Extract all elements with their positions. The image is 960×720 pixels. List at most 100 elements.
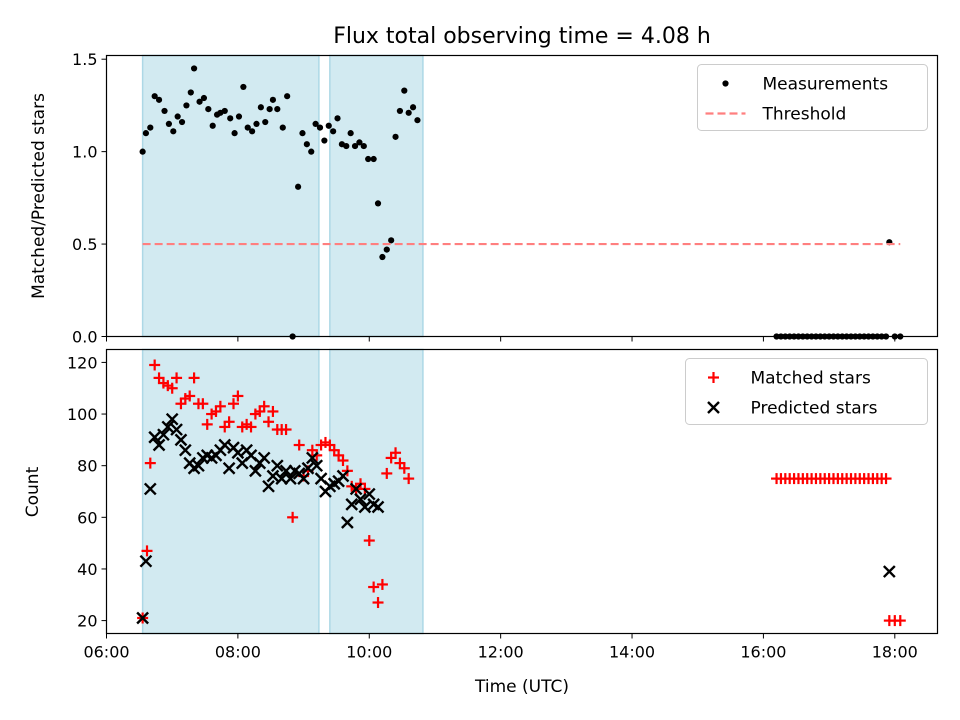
count-matched-stars-point: [188, 372, 200, 384]
ratio-measurements-point: [240, 83, 247, 91]
ratio-measurements-point: [274, 106, 281, 113]
ratio-y-tick-label: 0.0: [72, 328, 97, 347]
count-matched-stars-point: [201, 418, 213, 430]
ratio-measurements-point: [405, 109, 412, 116]
count-matched-stars-point: [403, 473, 415, 485]
ratio-y-tick-label: 0.5: [72, 235, 97, 254]
ratio-measurements-point: [303, 141, 310, 148]
ratio-measurements-point: [316, 124, 324, 131]
ratio-y-tick-label: 1.5: [72, 50, 97, 69]
count-predicted-stars-point: [139, 554, 153, 568]
count-matched-stars-point: [372, 597, 384, 609]
count-matched-stars-point: [894, 615, 906, 627]
count-matched-stars-point: [144, 457, 156, 469]
count-predicted-stars-point: [161, 420, 175, 434]
count-predicted-stars-point: [349, 482, 363, 496]
count-matched-stars-point: [368, 581, 380, 593]
ratio-measurements-point: [249, 128, 256, 135]
ratio-measurements-point: [334, 115, 341, 122]
count-x-tick-label: 12:00: [478, 643, 524, 662]
ratio-measurements-point: [401, 87, 408, 94]
count-predicted-stars-point: [284, 472, 297, 485]
count-legend-key-predicted-stars: [707, 401, 720, 414]
count-matched-stars-point: [363, 535, 375, 547]
ratio-measurements-point: [139, 148, 146, 155]
ratio-measurements-point: [383, 246, 390, 253]
count-matched-stars-point: [166, 382, 178, 394]
count-matched-stars-series: [137, 359, 906, 627]
count-legend-label-predicted-stars: Predicted stars: [751, 399, 878, 419]
count-y-tick-label: 120: [67, 353, 98, 372]
count-matched-stars-point: [390, 447, 402, 459]
count-predicted-stars-point: [222, 461, 236, 475]
count-y-tick-label: 60: [77, 508, 97, 527]
figure-title: Flux total observing time = 4.08 h: [333, 24, 711, 49]
count-matched-stars-point: [398, 462, 410, 474]
count-matched-stars-point: [149, 359, 161, 371]
ratio-measurements-point: [374, 200, 382, 207]
count-matched-stars-point: [880, 473, 892, 485]
count-y-tick-label: 20: [77, 612, 97, 631]
ratio-measurements-point: [269, 96, 277, 103]
count-predicted-stars-point: [354, 492, 367, 506]
count-matched-stars-point: [311, 449, 323, 461]
ratio-measurements-point: [227, 115, 234, 122]
ratio-measurements-point: [325, 122, 332, 129]
count-predicted-stars-point: [301, 461, 315, 475]
count-predicted-stars-point: [341, 516, 354, 529]
ratio-measurements-point: [321, 137, 328, 144]
ratio-legend: Measurements Threshold: [697, 64, 928, 131]
ratio-measurements-point: [414, 117, 421, 124]
ratio-measurements-point: [142, 130, 150, 137]
ratio-panel: 0.0 0.5 1.0 1.5 Matched/Predicted stars Mea…: [29, 50, 939, 347]
ratio-measurements-point: [231, 130, 238, 137]
ratio-measurements-point: [365, 155, 372, 163]
ratio-measurements-point: [147, 124, 154, 131]
ratio-measurements-point: [178, 118, 186, 126]
ratio-measurements-point: [151, 93, 158, 100]
count-predicted-stars-point: [231, 446, 245, 460]
ratio-measurements-point: [205, 106, 212, 113]
ratio-measurements-point: [299, 130, 306, 137]
ratio-measurements-point: [190, 65, 198, 72]
ratio-measurements-point: [209, 122, 216, 129]
ratio-legend-label-threshold: Threshold: [762, 105, 847, 125]
count-x-tick-label: 18:00: [872, 643, 918, 662]
count-predicted-stars-point: [136, 611, 149, 625]
count-predicted-stars-point: [362, 487, 376, 501]
ratio-measurements-series: [139, 65, 904, 340]
count-matched-stars-point: [197, 398, 209, 410]
count-predicted-stars-point: [336, 469, 350, 483]
count-predicted-stars-point: [305, 451, 319, 465]
count-predicted-stars-point: [174, 433, 188, 447]
ratio-panel-frame: [105, 54, 939, 338]
count-x-tick-label: 16:00: [740, 643, 786, 662]
ratio-measurements-point: [244, 124, 251, 131]
ratio-measurements-point: [262, 118, 269, 126]
count-matched-stars-point: [287, 511, 299, 523]
ratio-measurements-point: [351, 142, 359, 150]
ratio-measurements-point: [409, 104, 417, 111]
count-matched-stars-point: [337, 455, 349, 467]
ratio-measurements-point: [284, 93, 291, 100]
count-matched-stars-point: [293, 439, 305, 451]
ratio-measurements-point: [183, 102, 190, 109]
ratio-observing-window-1: [141, 54, 320, 338]
ratio-measurements-point: [170, 128, 177, 135]
count-predicted-stars-point: [262, 479, 275, 493]
count-y-axis-label: Count: [23, 466, 43, 517]
ratio-measurements-point: [235, 113, 243, 120]
count-observing-window-2: [329, 348, 424, 635]
count-y-tick-label: 100: [67, 405, 98, 424]
count-matched-stars-point: [184, 390, 196, 402]
ratio-measurements-point: [165, 120, 173, 128]
ratio-measurements-point: [308, 148, 315, 155]
ratio-measurements-point: [312, 120, 319, 128]
count-predicted-stars-point: [165, 412, 179, 426]
count-predicted-stars-point: [170, 423, 183, 436]
count-predicted-stars-point: [152, 438, 166, 452]
count-legend-box: [685, 358, 928, 425]
count-predicted-stars-point: [345, 498, 359, 511]
count-matched-stars-point: [223, 416, 235, 428]
count-matched-stars-point: [376, 578, 388, 590]
